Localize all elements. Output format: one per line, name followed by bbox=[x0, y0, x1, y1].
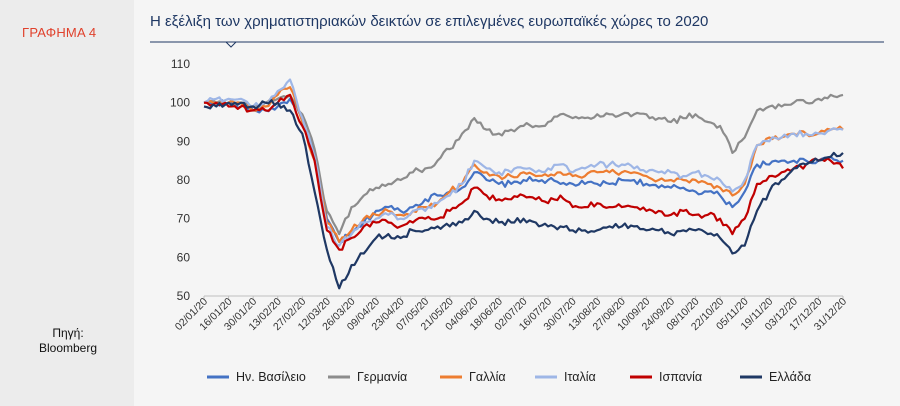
series-lines bbox=[203, 78, 844, 290]
graph-number-label: ΓΡΑΦΗΜΑ 4 bbox=[22, 25, 97, 40]
series-line-2 bbox=[203, 93, 844, 236]
legend-label: Ελλάδα bbox=[769, 370, 811, 384]
sidebar-panel: ΓΡΑΦΗΜΑ 4 Πηγή: Bloomberg bbox=[0, 0, 134, 406]
chart-legend: Ην. Βασίλειο Γερμανία Γαλλία Ιταλία Ισπανία Ε… bbox=[207, 370, 811, 384]
legend-label: Ισπανία bbox=[659, 370, 702, 384]
y-tick-label: 50 bbox=[177, 289, 191, 303]
source-label: Πηγή: bbox=[52, 326, 84, 340]
legend-item: Γαλλία bbox=[440, 370, 506, 384]
title-underline bbox=[150, 41, 884, 48]
series-line-6 bbox=[203, 99, 844, 290]
legend-label: Γαλλία bbox=[469, 370, 506, 384]
source-name: Bloomberg bbox=[38, 341, 98, 355]
legend-label: Γερμανία bbox=[357, 370, 407, 384]
series-line-5 bbox=[203, 93, 844, 251]
legend-label: Ην. Βασίλειο bbox=[236, 370, 306, 384]
y-tick-label: 90 bbox=[177, 134, 191, 148]
chart-title: Η εξέλιξη των χρηματιστηριακών δεικτών σ… bbox=[150, 13, 709, 30]
title-rule-notch bbox=[225, 41, 237, 48]
source-note: Πηγή: Bloomberg bbox=[20, 326, 116, 356]
series-line-4 bbox=[203, 78, 844, 247]
y-tick-label: 70 bbox=[177, 212, 191, 226]
y-tick-label: 60 bbox=[177, 250, 191, 264]
legend-item: Ελλάδα bbox=[740, 370, 811, 384]
chart-panel bbox=[134, 0, 900, 406]
y-tick-label: 80 bbox=[177, 173, 191, 187]
y-tick-label: 110 bbox=[171, 57, 190, 71]
legend-item: Ισπανία bbox=[630, 370, 702, 384]
legend-item: Γερμανία bbox=[328, 370, 407, 384]
legend-item: Ην. Βασίλειο bbox=[207, 370, 306, 384]
legend-label: Ιταλία bbox=[564, 370, 596, 384]
legend-item: Ιταλία bbox=[535, 370, 596, 384]
y-tick-label: 100 bbox=[170, 96, 190, 110]
